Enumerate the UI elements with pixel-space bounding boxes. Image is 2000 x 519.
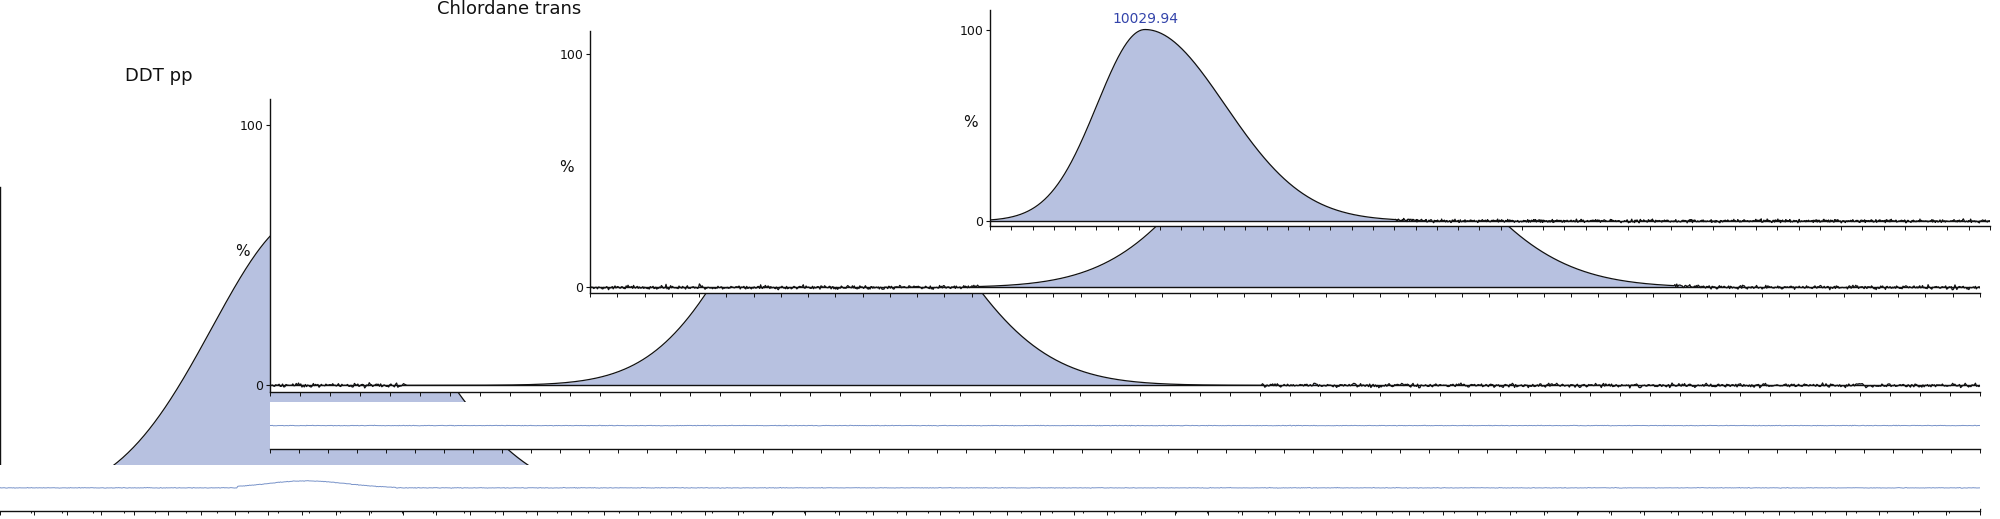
Text: 2269.51: 2269.51 [1298, 36, 1356, 50]
Text: Chlordane trans: Chlordane trans [438, 0, 582, 18]
Text: 10029.94: 10029.94 [1112, 12, 1178, 26]
Text: %: % [964, 115, 978, 130]
Text: DDT pp: DDT pp [124, 66, 192, 85]
Text: %: % [234, 243, 250, 258]
Text: 3176.84: 3176.84 [278, 196, 336, 210]
Text: 25392.02: 25392.02 [802, 105, 868, 119]
Text: %: % [558, 160, 574, 175]
